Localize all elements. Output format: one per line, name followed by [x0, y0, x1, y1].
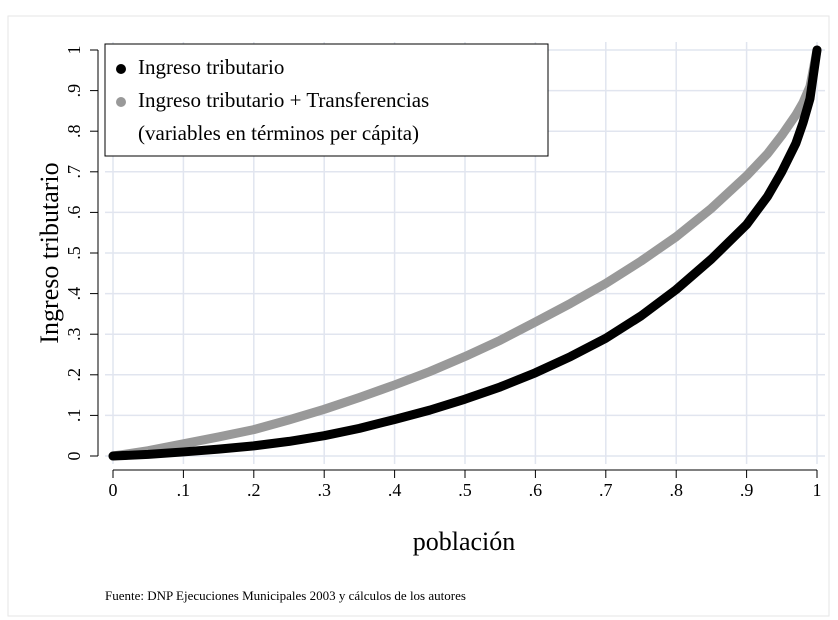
x-tick-label: .2: [247, 480, 261, 500]
x-axis-label: población: [413, 527, 516, 556]
source-note: Fuente: DNP Ejecuciones Municipales 2003…: [105, 588, 466, 603]
x-tick-label: .9: [740, 480, 754, 500]
legend-marker: [116, 97, 126, 107]
legend-label: Ingreso tributario + Transferencias: [138, 88, 429, 112]
x-tick-label: .3: [317, 480, 331, 500]
y-tick-label: 1: [64, 46, 84, 55]
x-tick-label: .7: [599, 480, 613, 500]
x-tick-label: 0: [109, 480, 118, 500]
x-tick-label: .6: [529, 480, 543, 500]
x-tick-label: .8: [669, 480, 683, 500]
y-tick-label: .6: [64, 206, 84, 220]
x-tick-label: .1: [177, 480, 191, 500]
x-tick-label: .5: [458, 480, 472, 500]
legend-marker: [116, 64, 126, 74]
legend-note: (variables en términos per cápita): [138, 121, 419, 145]
y-tick-label: 0: [64, 452, 84, 461]
y-tick-label: .7: [64, 165, 84, 179]
x-tick-label: .4: [388, 480, 402, 500]
y-tick-label: .5: [64, 246, 84, 260]
y-tick-label: .2: [64, 368, 84, 382]
y-tick-label: .8: [64, 124, 84, 138]
series-line: [108, 45, 822, 461]
y-axis-label: Ingreso tributario: [35, 162, 64, 343]
y-tick-label: .3: [64, 327, 84, 341]
y-tick-label: .1: [64, 409, 84, 423]
series-line: [108, 45, 822, 461]
y-tick-label: .4: [64, 287, 84, 301]
x-tick-label: 1: [813, 480, 822, 500]
y-tick-label: .9: [64, 84, 84, 98]
legend-box: [104, 43, 549, 157]
legend-label: Ingreso tributario: [138, 55, 284, 79]
